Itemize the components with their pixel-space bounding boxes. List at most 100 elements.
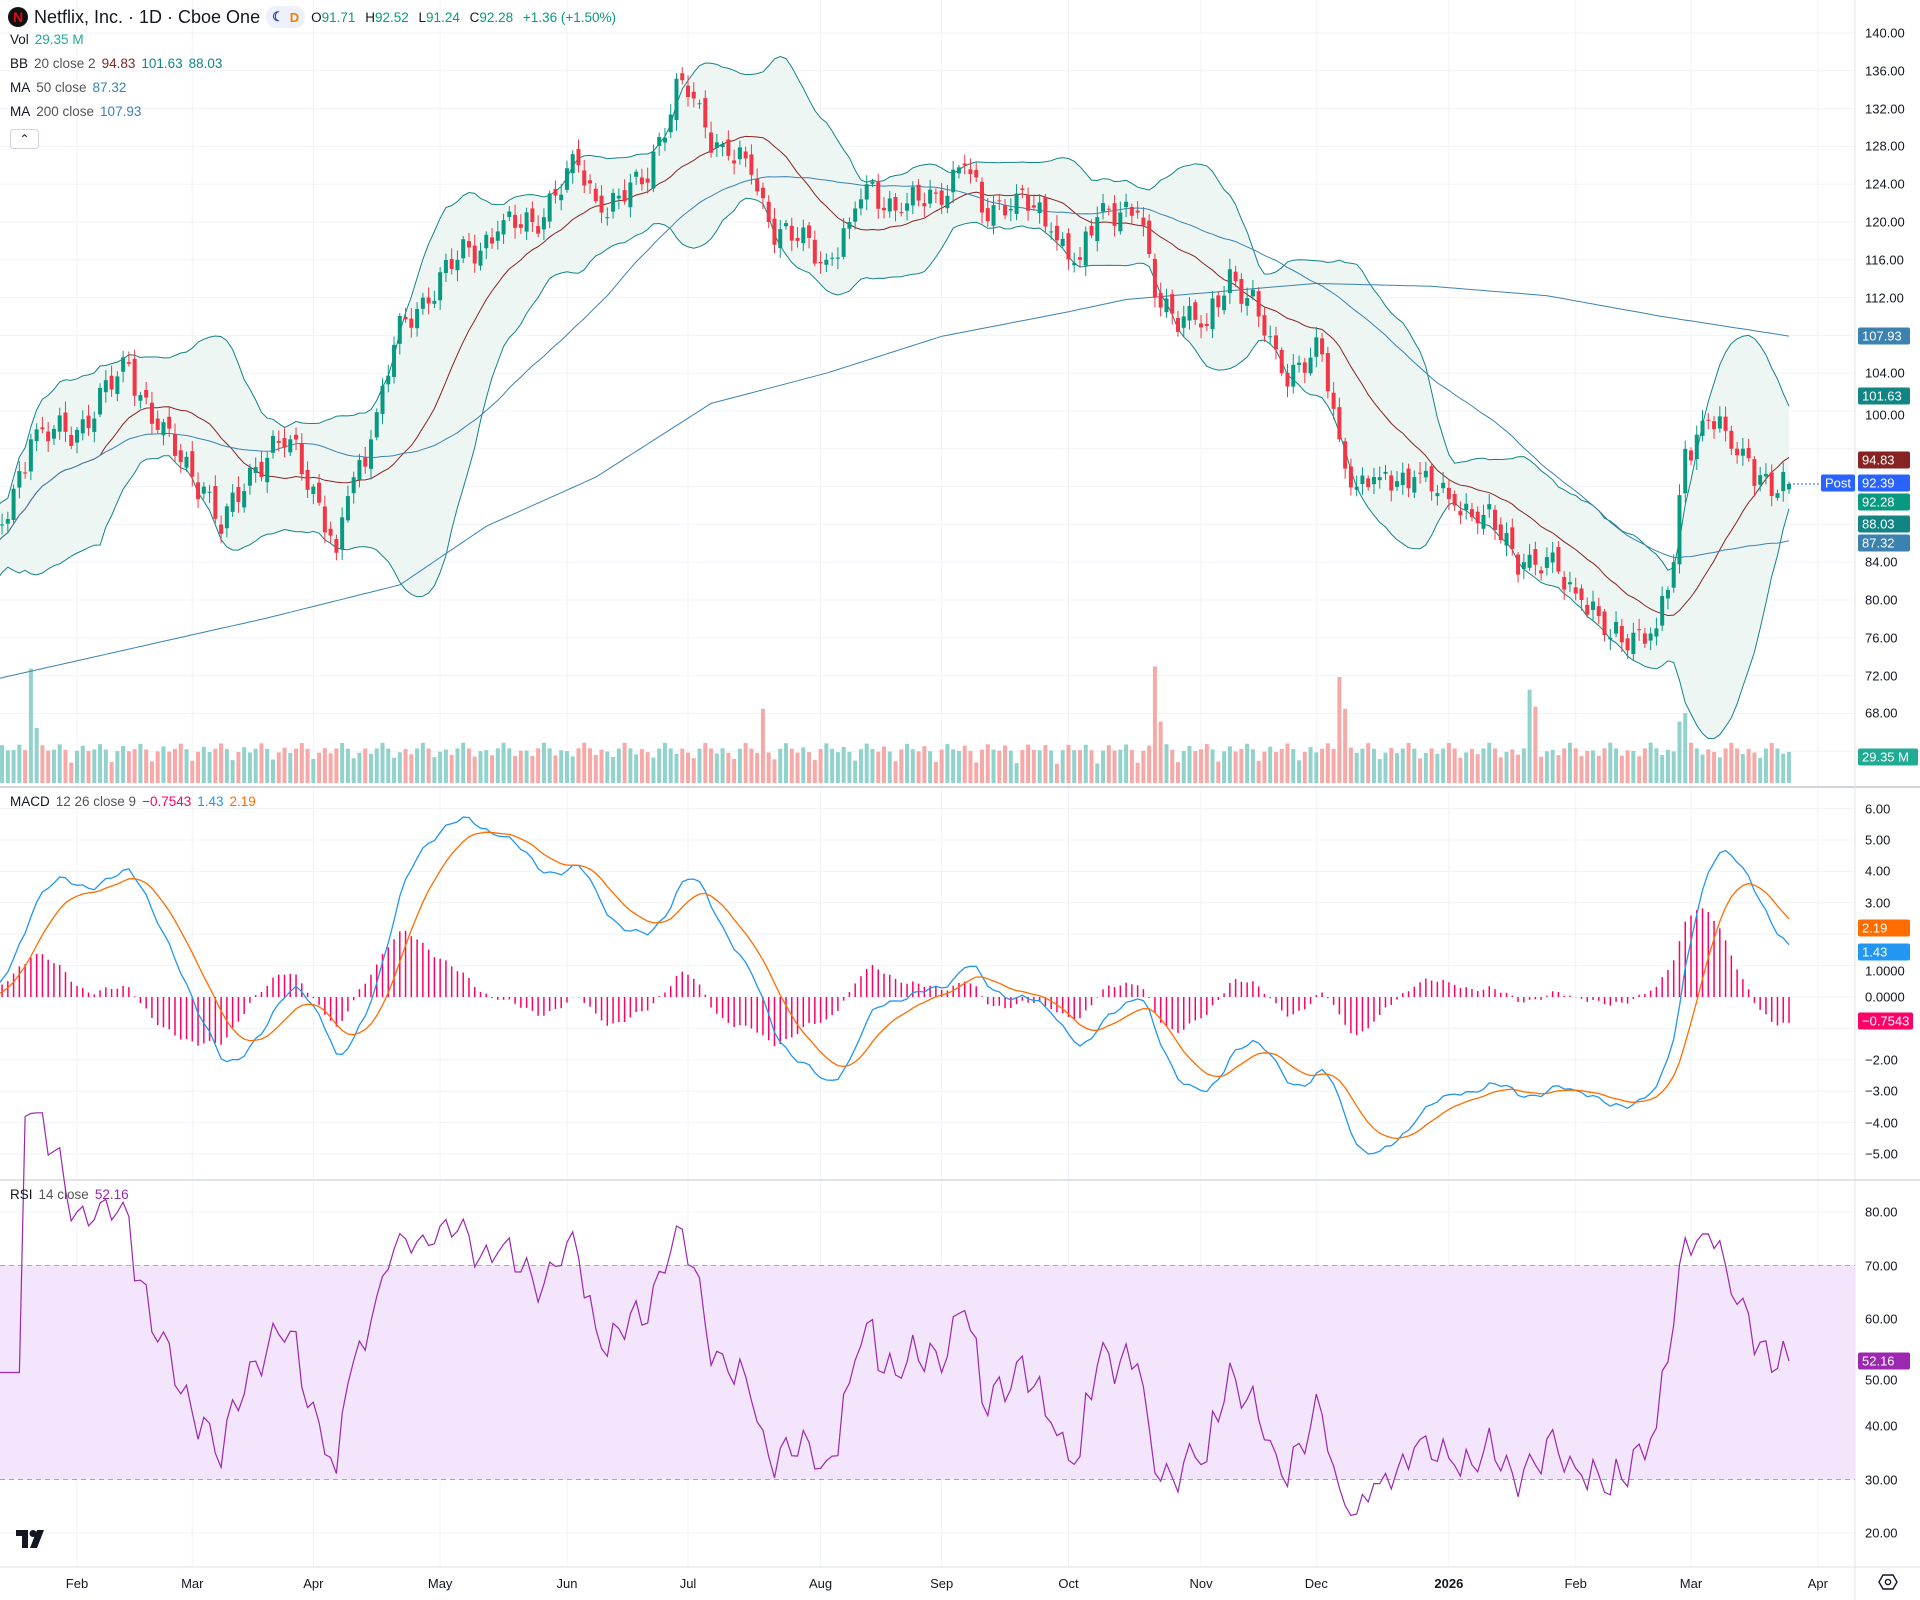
candle [605, 207, 610, 226]
candle [1429, 463, 1434, 501]
candle [1706, 413, 1711, 430]
candle [5, 511, 10, 534]
ma200-legend[interactable]: MA 200 close 107.93 [10, 104, 141, 119]
candle-body [443, 260, 448, 273]
candle [247, 463, 252, 495]
candle-body [11, 488, 16, 520]
candle-body [224, 506, 229, 529]
candle [1072, 252, 1077, 273]
volume-bar [132, 749, 137, 783]
collapse-legend-button[interactable]: ⌃ [10, 129, 39, 149]
settings-icon[interactable] [1878, 1574, 1898, 1594]
volume-bar [593, 754, 598, 783]
candle [1026, 187, 1031, 221]
volume-bar [1475, 754, 1480, 783]
candle-body [1325, 353, 1330, 392]
candle [201, 481, 206, 500]
candle-body [582, 170, 587, 186]
volume-bar [1637, 756, 1642, 783]
candle [1498, 517, 1503, 544]
macd-tick-label: 0.0000 [1865, 989, 1905, 1005]
volume-bar [80, 745, 85, 783]
candle [1320, 332, 1325, 362]
volume-bar [495, 748, 500, 783]
volume-bar [691, 758, 696, 783]
volume-bar [1395, 753, 1400, 783]
candle [438, 267, 443, 310]
volume-bar [1510, 749, 1515, 783]
candle-body [1285, 372, 1290, 387]
candle-body [599, 195, 604, 213]
candle-body [1527, 554, 1532, 568]
candle-body [1735, 448, 1740, 456]
volume-bar [1567, 742, 1572, 783]
candle [1354, 475, 1359, 497]
candle-body [1498, 524, 1503, 540]
rsi-tick-label: 50.00 [1865, 1372, 1898, 1388]
volume-bar [1614, 748, 1619, 783]
volume-bar [1758, 757, 1763, 783]
candle [478, 242, 483, 271]
candle-body [916, 184, 921, 201]
macd-label: MACD [10, 794, 50, 809]
volume-bar [334, 748, 339, 783]
volume-bar [201, 746, 206, 783]
candle [1654, 617, 1659, 646]
candle-body [726, 139, 731, 156]
tradingview-logo[interactable] [16, 1526, 46, 1552]
candle [1625, 633, 1630, 659]
volume-bar [524, 750, 529, 783]
volume-bar [1735, 748, 1740, 783]
volume-bar [1573, 748, 1578, 783]
volume-bar [824, 743, 829, 783]
candle [853, 201, 858, 230]
rsi-badge: 52.16 [1858, 1352, 1910, 1370]
volume-bar [161, 746, 166, 783]
candle [299, 433, 304, 481]
volume-bar [1239, 749, 1244, 783]
volume-bar [270, 759, 275, 783]
volume-bar [57, 744, 62, 783]
candle [547, 190, 552, 229]
volume-bar [1020, 750, 1025, 783]
volume-bar [1337, 677, 1342, 783]
candle-body [553, 188, 558, 196]
rsi-legend[interactable]: RSI 14 close 52.16 [10, 1187, 129, 1202]
volume-bar [755, 752, 760, 783]
candle [628, 173, 633, 218]
bb-legend[interactable]: BB 20 close 2 94.83 101.63 88.03 [10, 56, 222, 71]
candle-body [1665, 590, 1670, 599]
macd-legend[interactable]: MACD 12 26 close 9 −0.7543 1.43 2.19 [10, 794, 256, 809]
candle [466, 232, 471, 257]
volume-bar [1435, 753, 1440, 783]
candle [1412, 470, 1417, 498]
volume-bar [1054, 763, 1059, 783]
candle-body [357, 459, 362, 480]
volume-bar [1412, 748, 1417, 783]
macd-tick-label: −3.00 [1865, 1083, 1898, 1099]
candle [905, 192, 910, 221]
market-status-badge[interactable]: ☾ D [266, 6, 306, 28]
volume-bar [1631, 750, 1636, 783]
candle [1141, 207, 1146, 237]
candle [593, 183, 598, 204]
volume-bar [1400, 748, 1405, 783]
candle-body [864, 184, 869, 200]
candle-body [835, 257, 840, 259]
candle-body [1625, 638, 1630, 651]
symbol-title[interactable]: Netflix, Inc. · 1D · Cboe One [34, 6, 261, 27]
candle-body [709, 132, 714, 153]
candle [403, 307, 408, 323]
price-badge: 94.83 [1858, 451, 1910, 469]
candle [276, 430, 281, 452]
candle [363, 446, 368, 474]
candle-body [1141, 217, 1146, 226]
volume-bar [564, 751, 569, 783]
candle [1302, 357, 1307, 384]
volume-legend[interactable]: Vol 29.35 M [10, 32, 84, 47]
ma50-legend[interactable]: MA 50 close 87.32 [10, 80, 126, 95]
candle [686, 75, 691, 107]
candle [997, 194, 1002, 211]
volume-bar [461, 742, 466, 783]
